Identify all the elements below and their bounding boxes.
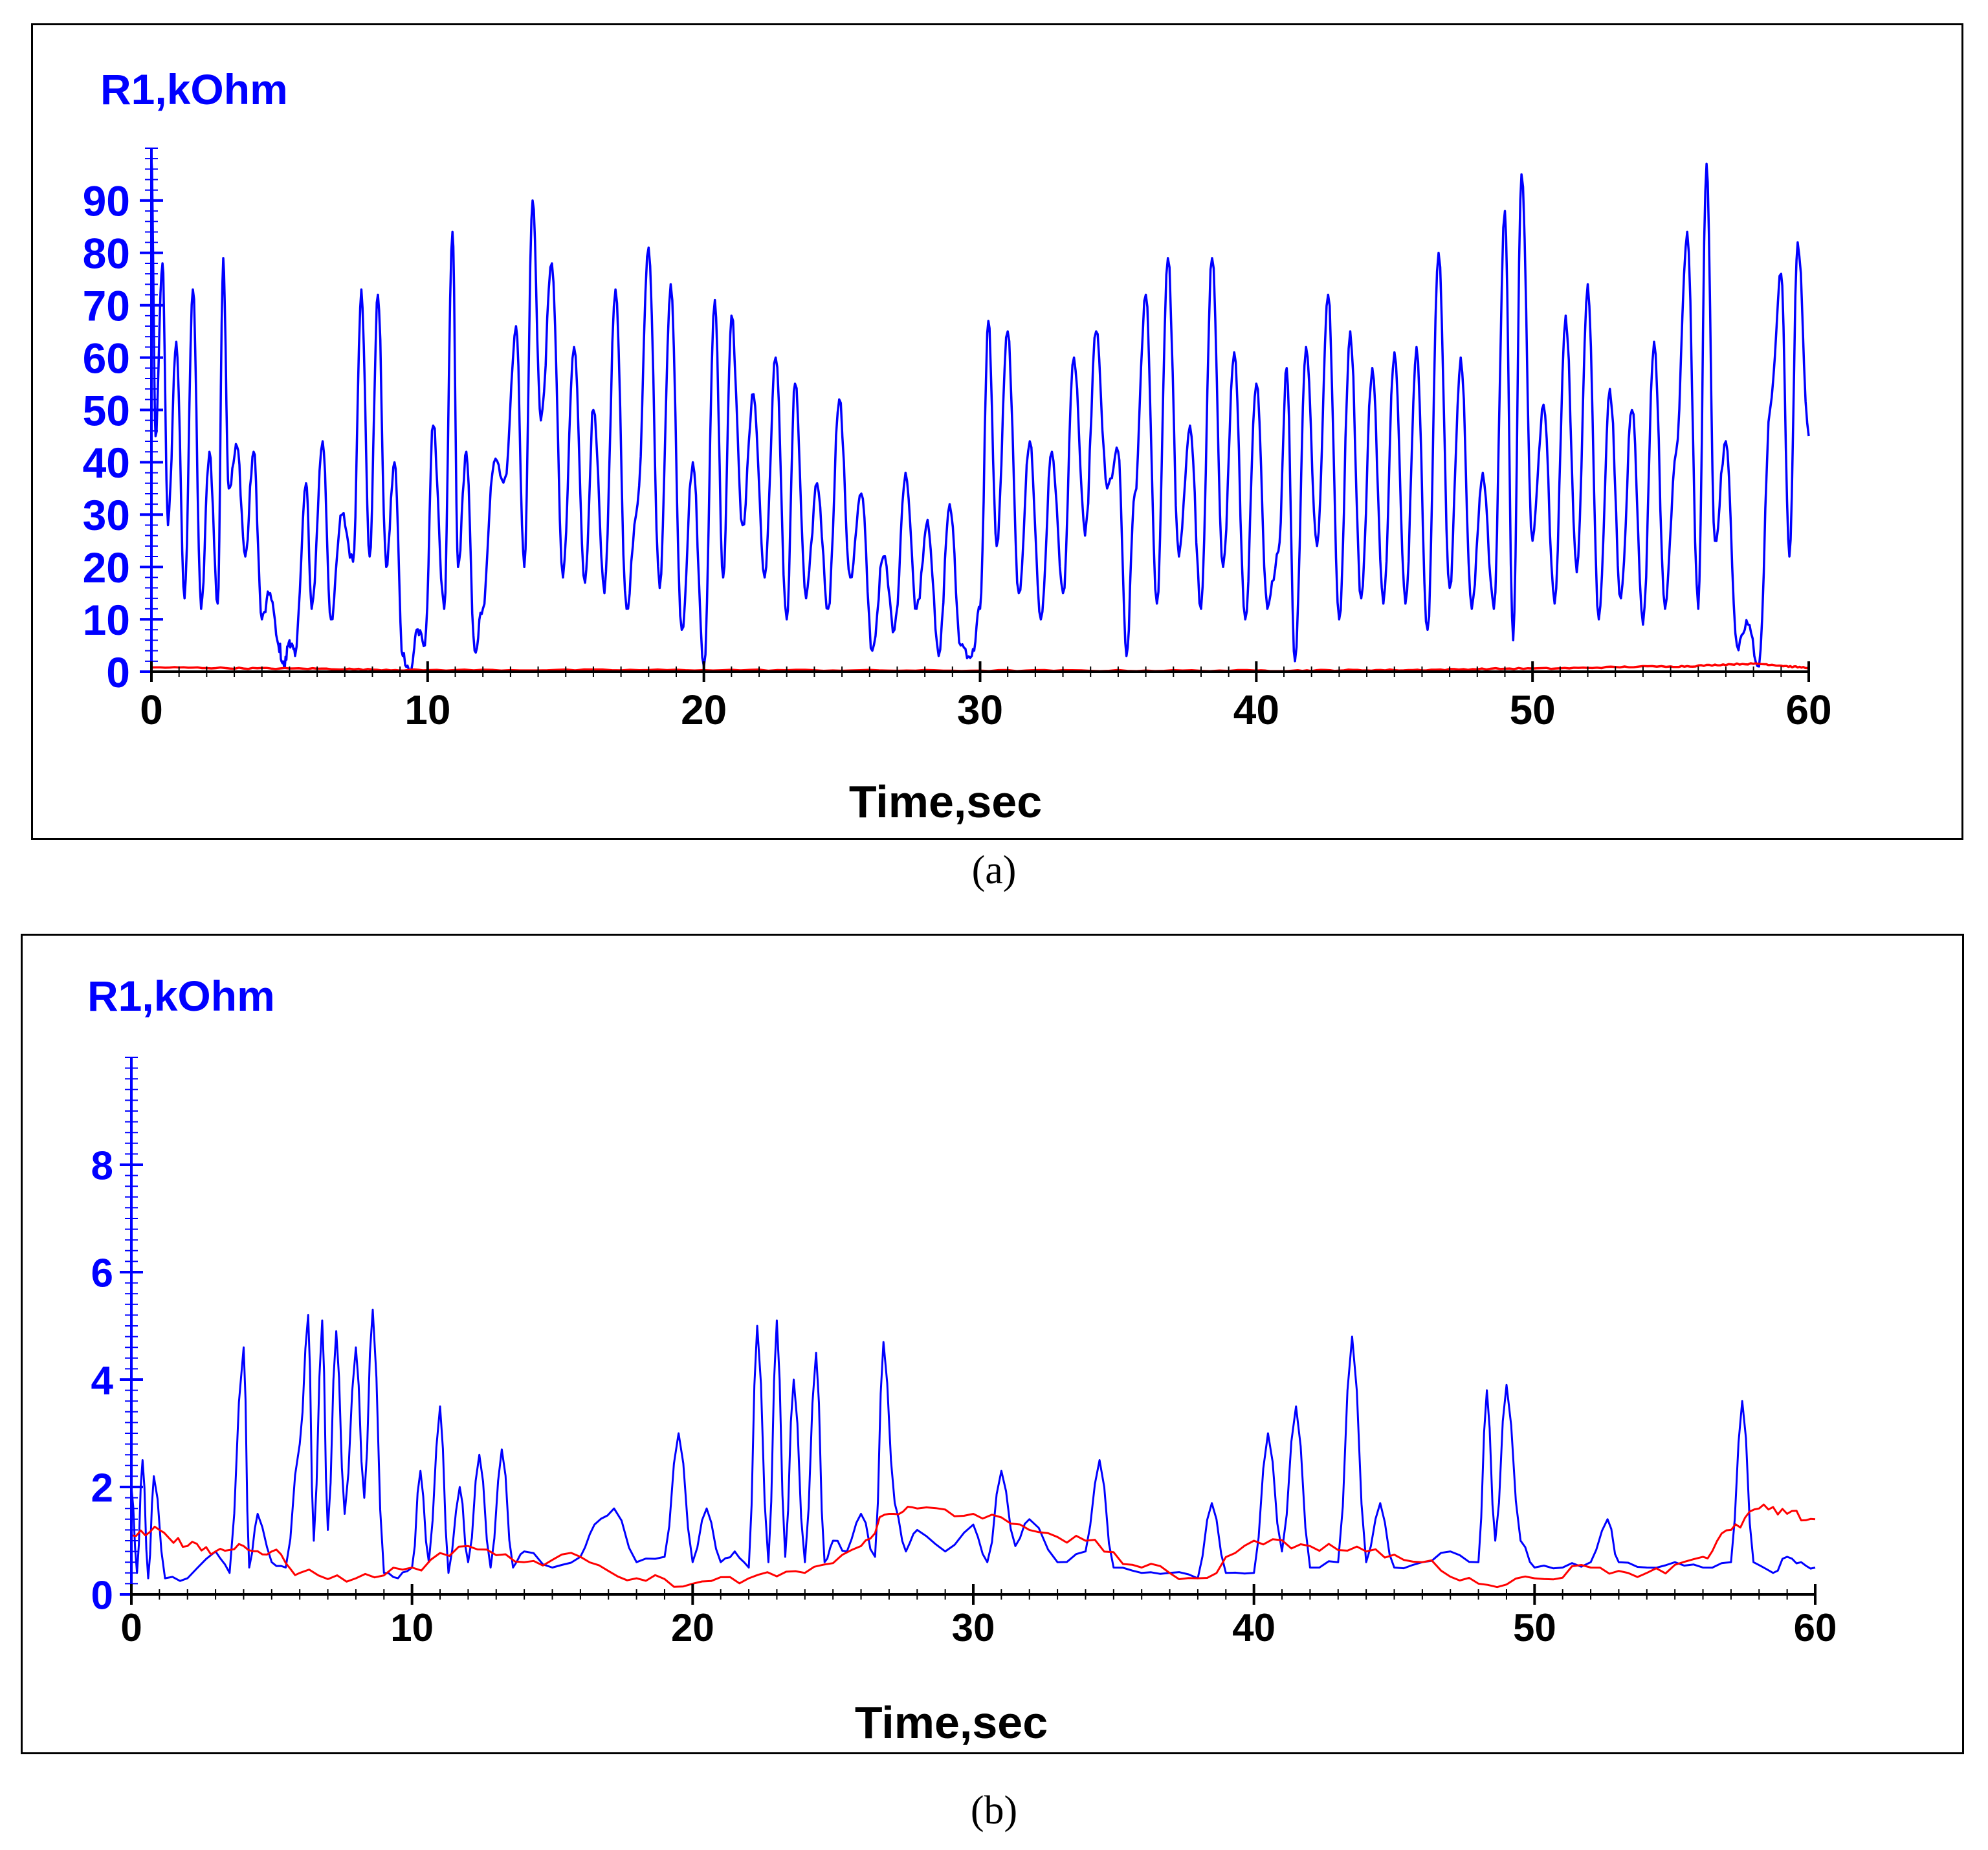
- x-tick-label: 0: [140, 687, 163, 733]
- chart-panel-a: R1,kOhm Time,sec 0 10 20 30 40 50 60 70 80 90 0 10 2…: [31, 23, 1963, 840]
- y-tick-label: 30: [83, 491, 130, 539]
- series-line-blue: [150, 159, 1810, 673]
- x-tick-label: 0: [120, 1606, 142, 1649]
- x-tick-label: 50: [1510, 687, 1556, 733]
- caption-b: (b): [970, 1789, 1018, 1833]
- y-tick-label: 6: [91, 1251, 113, 1295]
- chart-b: R1,kOhm Time,sec 0 2 4 6 8 0 10 20 30 40 50 60: [87, 972, 1837, 1748]
- chart-panel-b: R1,kOhm Time,sec 0 2 4 6 8 0 10 20 30 40 50 60: [21, 934, 1964, 1754]
- y-tick-label: 8: [91, 1143, 113, 1188]
- x-axis-title: Time,sec: [855, 1697, 1048, 1748]
- x-tick-label: 20: [671, 1606, 714, 1649]
- y-tick-label: 60: [83, 334, 130, 382]
- y-tick-label: 10: [83, 596, 130, 644]
- y-tick-label: 4: [91, 1358, 114, 1403]
- y-tick-label: 0: [91, 1573, 113, 1618]
- y-tick-label: 20: [83, 544, 130, 591]
- x-tick-label: 30: [957, 687, 1003, 733]
- y-axis-title: R1,kOhm: [100, 65, 288, 113]
- x-tick-label: 20: [681, 687, 727, 733]
- x-tick-label: 60: [1785, 687, 1831, 733]
- y-tick-label: 2: [91, 1466, 113, 1510]
- x-tick-label: 10: [404, 687, 450, 733]
- caption-a: (a): [971, 848, 1017, 892]
- series-line-blue: [130, 1308, 1816, 1582]
- x-tick-label: 40: [1232, 1606, 1276, 1649]
- y-tick-label: 40: [83, 439, 130, 487]
- x-tick-label: 30: [952, 1606, 995, 1649]
- series-line-red: [131, 1503, 1816, 1589]
- y-tick-label: 70: [83, 281, 130, 329]
- x-tick-label: 40: [1233, 687, 1279, 733]
- y-axis-title: R1,kOhm: [87, 972, 275, 1020]
- x-tick-label: 10: [390, 1606, 434, 1649]
- y-tick-label: 0: [106, 648, 130, 696]
- x-tick-label: 50: [1513, 1606, 1556, 1649]
- y-tick-label: 90: [83, 177, 130, 225]
- x-axis-title: Time,sec: [849, 776, 1042, 827]
- y-tick-label: 80: [83, 230, 130, 278]
- y-tick-label: 50: [83, 386, 130, 434]
- x-tick-label: 60: [1794, 1606, 1837, 1649]
